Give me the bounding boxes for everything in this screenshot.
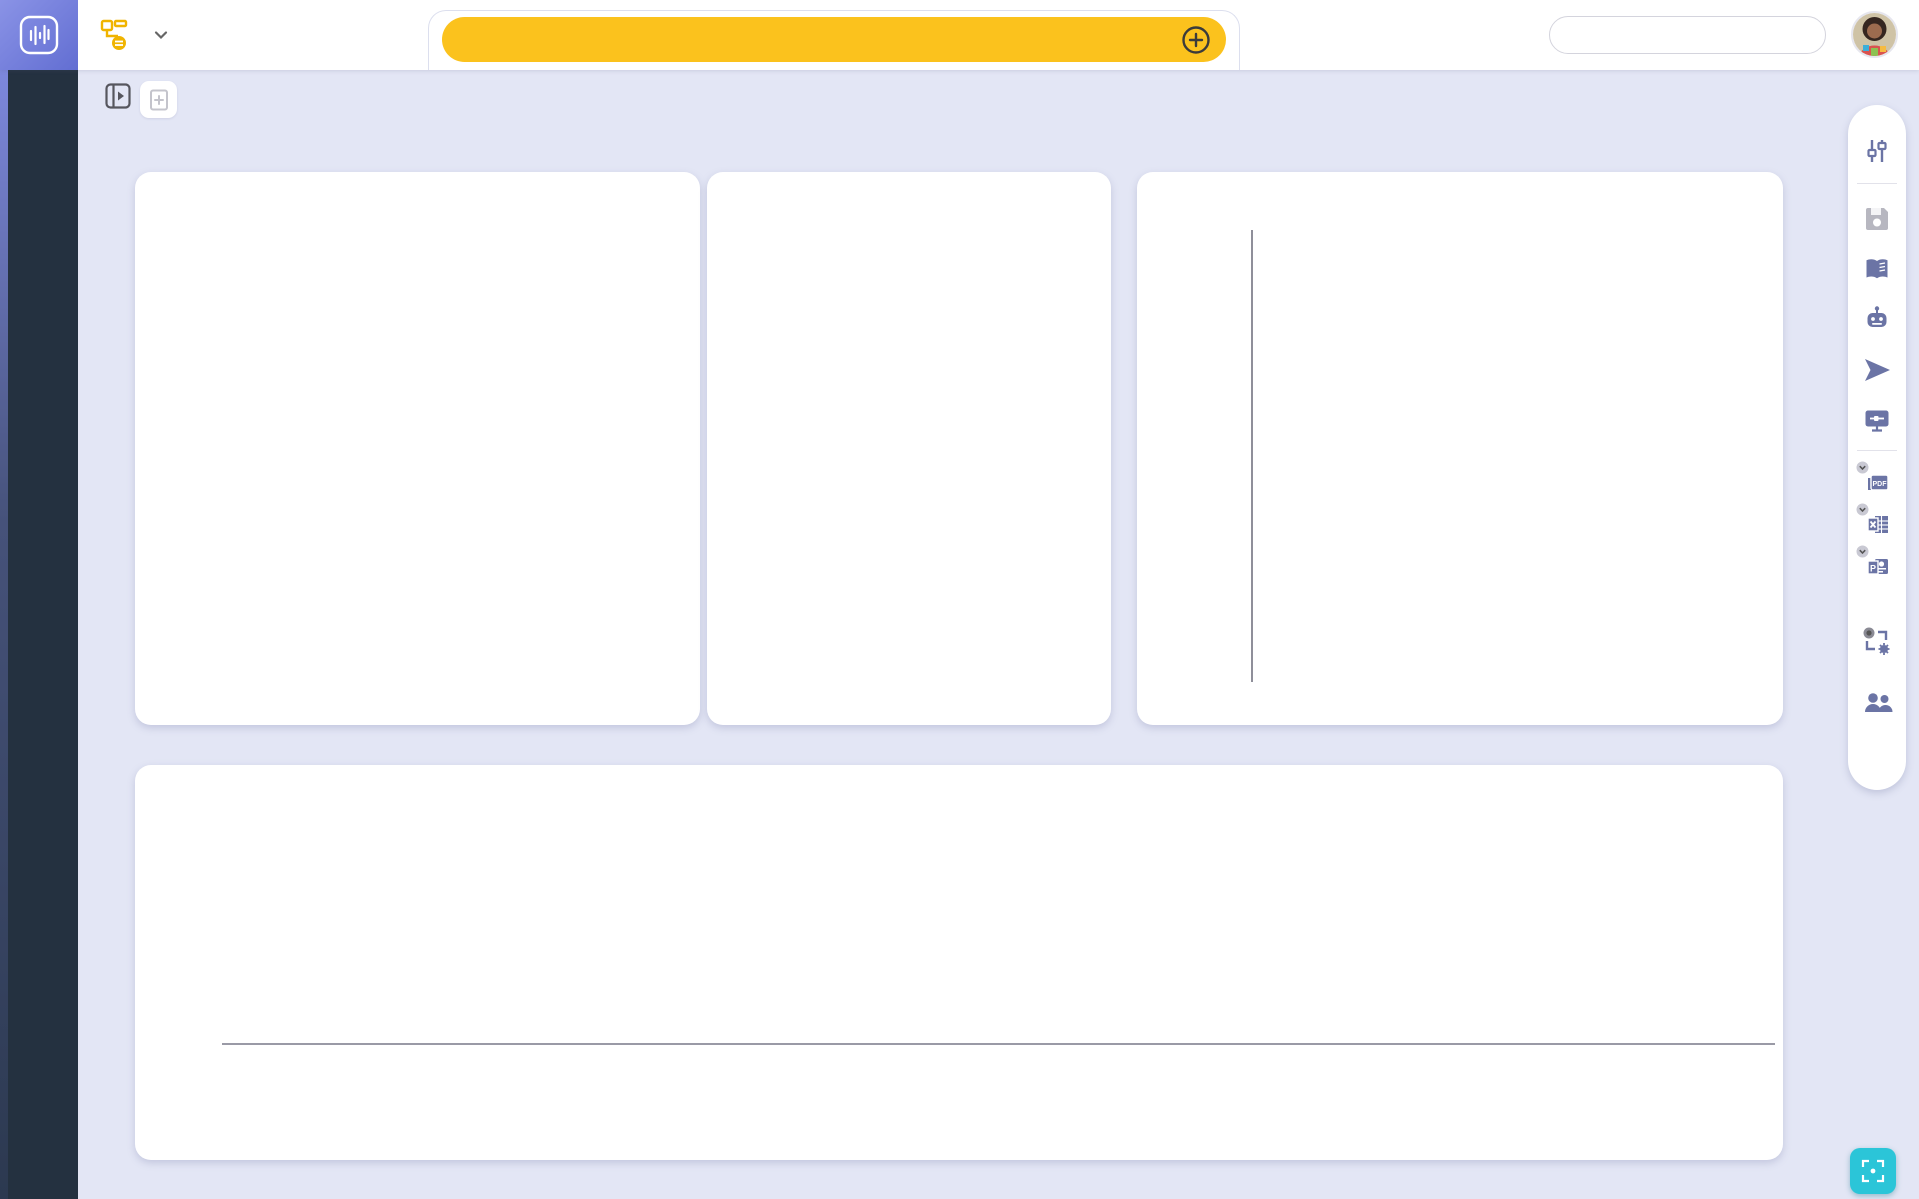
book-icon[interactable] [1861, 253, 1893, 285]
hierarchy-icon [98, 18, 130, 52]
chevron-down-badge [1856, 461, 1869, 474]
chevron-down-badge [1856, 545, 1869, 558]
main-nav [0, 70, 78, 1199]
export-excel-icon[interactable] [1861, 509, 1893, 541]
monitor-settings-icon[interactable] [1861, 404, 1893, 436]
capex-y-axis [1251, 230, 1253, 682]
scenario-tab-bar [442, 17, 1226, 62]
fullscreen-icon [1860, 1158, 1886, 1184]
filter-input[interactable] [1549, 16, 1826, 54]
save-icon[interactable] [1861, 203, 1893, 235]
quarter-plot [222, 765, 1775, 1160]
export-ppt-icon[interactable]: P [1861, 551, 1893, 583]
chevron-down-icon[interactable] [152, 26, 170, 44]
spend-pie-card [707, 172, 1111, 725]
scenario-tab-shell [428, 10, 1240, 70]
waveform-icon [17, 13, 61, 57]
svg-text:P: P [1870, 564, 1876, 574]
send-icon[interactable] [1861, 354, 1893, 386]
rail-divider [1857, 450, 1897, 451]
quarter-x-axis [222, 1043, 1775, 1045]
initiatives-card [135, 172, 700, 725]
app-root: PDF P [0, 0, 1919, 1199]
capex-opex-card [1137, 172, 1783, 725]
user-avatar[interactable] [1851, 11, 1898, 58]
circle-plus-icon[interactable] [1180, 24, 1212, 56]
frame-settings-icon[interactable] [1861, 625, 1893, 657]
top-bar [0, 0, 1919, 70]
nav-accent-strip [0, 70, 8, 1199]
app-logo[interactable] [0, 0, 78, 70]
view-tab-bar [140, 78, 177, 121]
plus-square-icon[interactable] [140, 81, 177, 118]
export-pdf-icon[interactable]: PDF [1861, 467, 1893, 499]
sliders-icon[interactable] [1861, 135, 1893, 167]
rail-divider [1857, 183, 1897, 184]
tools-rail: PDF P [1848, 105, 1906, 790]
portfolio-header [98, 0, 170, 70]
capex-x-axis-labels [1251, 690, 1783, 714]
chevron-down-badge [1856, 503, 1869, 516]
capex-plot [1251, 230, 1775, 682]
panel-expand-icon[interactable] [103, 81, 133, 111]
fullscreen-button[interactable] [1850, 1148, 1896, 1194]
users-icon[interactable] [1861, 687, 1893, 719]
svg-text:PDF: PDF [1873, 481, 1888, 488]
quarter-spend-card [135, 765, 1783, 1160]
robot-icon[interactable] [1861, 303, 1893, 335]
